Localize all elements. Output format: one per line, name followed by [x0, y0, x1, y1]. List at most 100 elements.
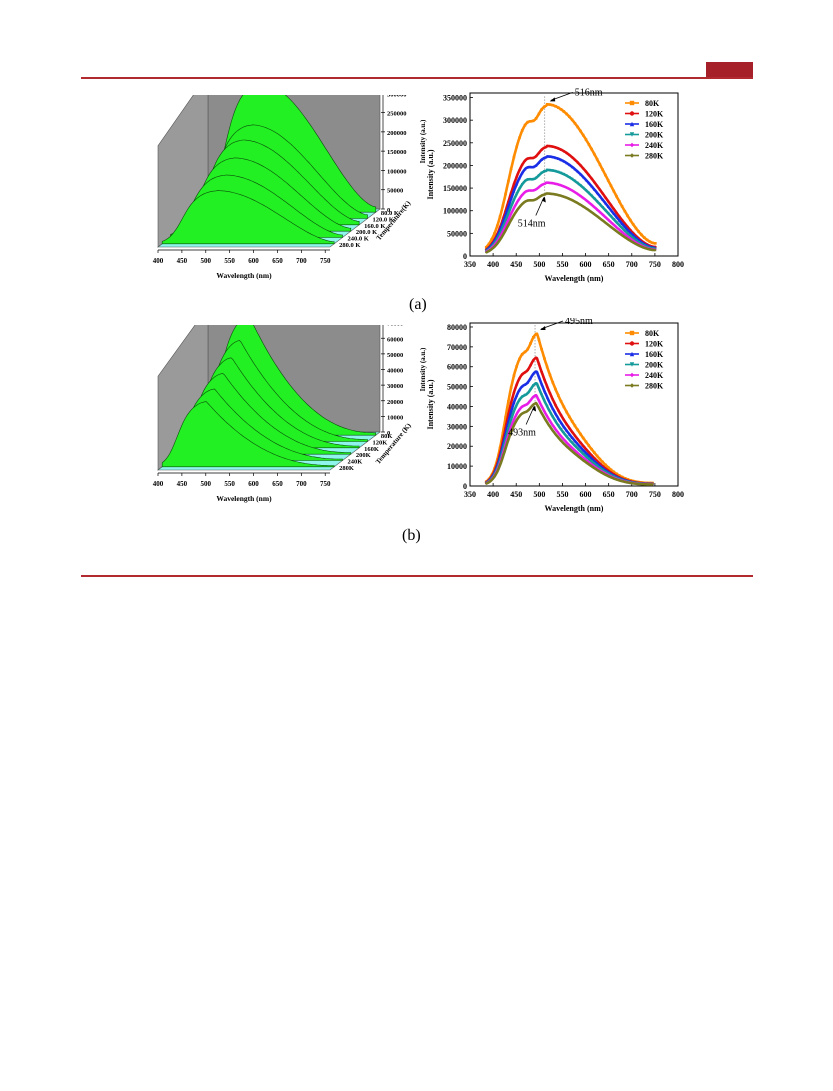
z-tick-label: 240K — [348, 459, 363, 466]
series-marker — [570, 155, 574, 159]
series-marker — [559, 108, 563, 111]
series-marker — [584, 178, 588, 182]
series-marker — [576, 447, 579, 450]
series-marker — [537, 196, 541, 199]
series-marker — [498, 463, 502, 467]
series-marker — [615, 215, 618, 219]
series-marker — [590, 177, 593, 180]
series-marker — [654, 248, 657, 252]
legend-label: 160K — [645, 350, 664, 359]
series-marker — [562, 195, 566, 199]
series-marker — [587, 201, 591, 204]
series-marker — [520, 163, 524, 167]
series-marker — [556, 431, 560, 435]
y-tick-label: 50000 — [447, 383, 467, 392]
series-marker — [581, 458, 585, 462]
series-marker — [504, 192, 507, 196]
series-marker — [565, 112, 568, 116]
series-marker — [601, 192, 604, 195]
x-tick-label: 350 — [464, 490, 476, 499]
peak-annotation: 516nm — [575, 88, 603, 98]
series-marker — [620, 479, 624, 483]
series-marker — [615, 225, 618, 229]
legend-marker — [629, 351, 635, 357]
series-marker — [540, 404, 543, 408]
series-marker — [593, 451, 596, 454]
series-marker — [598, 203, 602, 206]
series-marker — [617, 479, 621, 482]
series-marker — [554, 146, 557, 149]
x-tick-label: 750 — [320, 480, 331, 488]
series-marker — [532, 165, 535, 169]
series-marker — [562, 149, 566, 153]
series-marker — [559, 171, 563, 175]
x-tick-label: 650 — [272, 480, 283, 488]
series-marker — [598, 188, 602, 191]
series-marker — [568, 426, 571, 430]
x-tick-label: 700 — [296, 257, 307, 265]
series-marker — [507, 212, 510, 215]
series-marker — [576, 170, 579, 173]
series-marker — [604, 470, 607, 474]
y-tick-label: 200000 — [443, 161, 467, 170]
peak-annotation: 495nm — [565, 318, 593, 327]
series-marker — [598, 194, 602, 198]
series-marker — [540, 148, 543, 152]
series-marker — [526, 157, 530, 160]
series-marker — [545, 155, 549, 158]
z-tick-label: 120K — [373, 440, 388, 447]
series-marker — [548, 410, 552, 414]
series-marker — [590, 194, 593, 197]
series-marker — [590, 447, 593, 451]
series-marker — [512, 418, 516, 422]
series-marker — [512, 198, 516, 202]
series-marker — [587, 208, 591, 212]
y-axis-label: Intensity (a.u.) — [426, 149, 435, 199]
series-marker — [559, 148, 563, 151]
series-marker — [584, 440, 588, 444]
series-marker — [629, 234, 632, 238]
x-tick-label: 800 — [672, 260, 684, 269]
series-marker — [598, 470, 602, 473]
series-marker — [568, 433, 571, 436]
series-marker — [537, 174, 541, 177]
series-marker — [554, 412, 557, 416]
series-marker — [545, 405, 549, 408]
series-marker — [570, 189, 574, 192]
series-marker — [606, 466, 610, 469]
series-marker — [543, 105, 546, 108]
series-marker — [570, 441, 574, 445]
series-marker — [559, 428, 563, 431]
series-marker — [554, 387, 557, 391]
series-marker — [507, 205, 510, 209]
series-marker — [579, 194, 582, 198]
series-marker — [581, 436, 585, 440]
z-tick-label: 200K — [356, 452, 371, 459]
series-marker — [543, 182, 546, 186]
series-marker — [629, 231, 632, 235]
series-marker — [520, 202, 524, 206]
y-tick-label: 250000 — [443, 139, 467, 148]
x-tick-label: 550 — [224, 480, 235, 488]
series-marker — [529, 189, 532, 192]
x-tick-label: 450 — [177, 480, 188, 488]
series-marker — [515, 145, 518, 149]
series-marker — [565, 435, 568, 438]
series-marker — [543, 170, 546, 173]
series-marker — [587, 457, 591, 461]
series-marker — [581, 175, 585, 179]
series-marker — [515, 364, 518, 368]
series-marker — [579, 456, 582, 460]
series-marker — [551, 407, 555, 410]
series-marker — [595, 214, 599, 218]
series-marker — [581, 205, 585, 208]
series-marker — [634, 226, 638, 230]
y-tick-label: 300000 — [387, 95, 407, 98]
series-marker — [576, 454, 579, 458]
series-marker — [545, 144, 549, 148]
series-marker — [509, 212, 513, 216]
series-marker — [551, 145, 555, 148]
series-marker — [484, 251, 488, 254]
series-marker — [523, 179, 527, 183]
series-marker — [631, 482, 635, 485]
